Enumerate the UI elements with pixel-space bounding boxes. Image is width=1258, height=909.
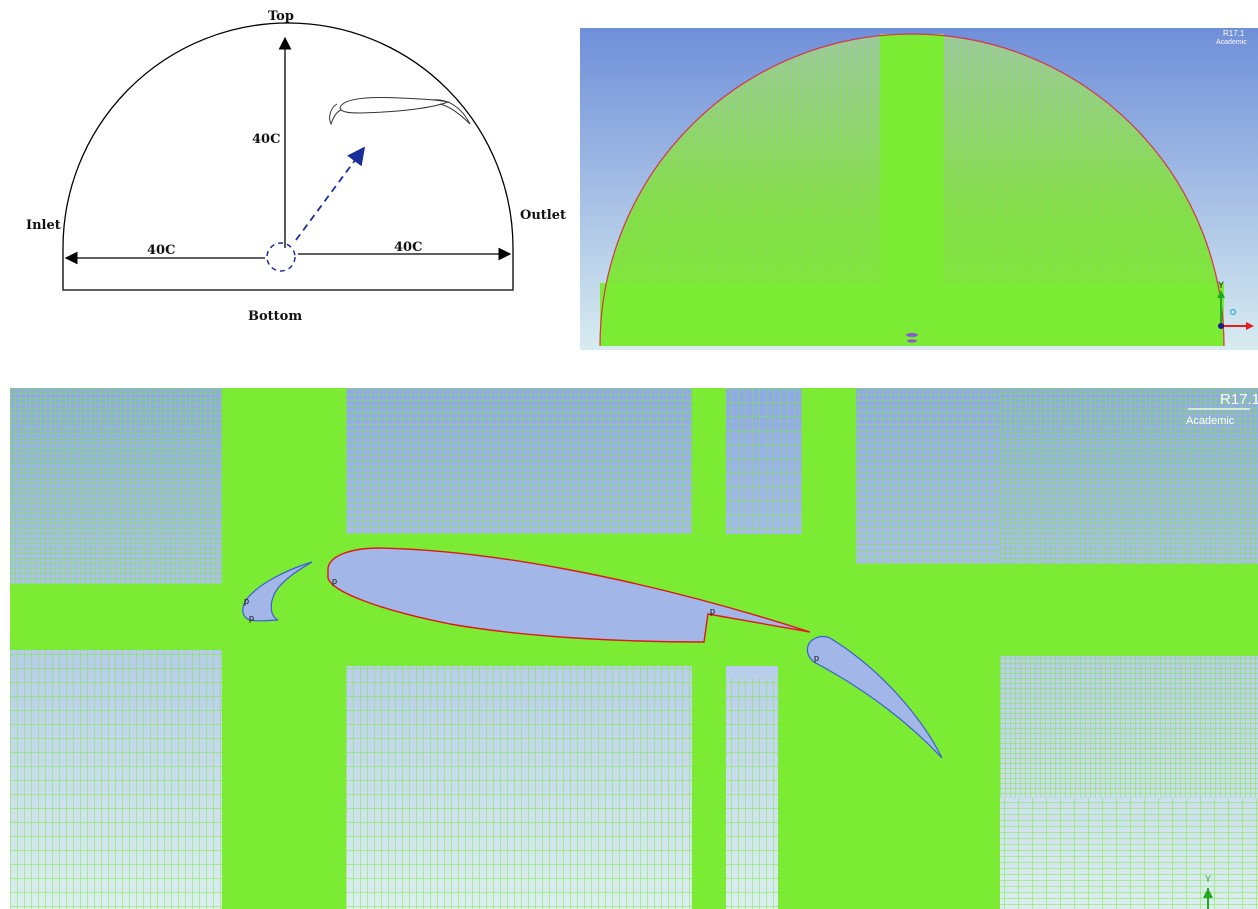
svg-text:p: p	[244, 596, 249, 606]
mesh-zoom-svg: p p p p p R17.1 Academic Y	[10, 388, 1258, 909]
airfoil-sketch	[329, 97, 471, 126]
zoom-axis-y-label: Y	[1205, 874, 1211, 884]
domain-sketch: Top Bottom Inlet Outlet 40C 40C 40C	[0, 0, 580, 360]
overview-axis-y-label: Y	[1218, 280, 1224, 290]
mesh-zoom-viewport[interactable]: p p p p p R17.1 Academic Y	[10, 388, 1258, 909]
overview-airfoil-marker	[906, 333, 918, 343]
flap-element	[806, 635, 943, 759]
overview-license-text: Academic	[1216, 39, 1247, 46]
svg-text:p: p	[249, 613, 254, 623]
zoom-version-text: R17.1	[1220, 391, 1258, 408]
mesh-overview-viewport[interactable]: R17.1 Academic Y	[580, 28, 1258, 350]
label-left-dimension: 40C	[147, 243, 175, 258]
zoom-license-text: Academic	[1186, 415, 1235, 427]
label-top: Top	[268, 9, 294, 24]
svg-text:p: p	[332, 576, 337, 586]
svg-text:p: p	[814, 653, 819, 663]
label-outlet: Outlet	[520, 208, 566, 223]
dashed-direction-arrow	[295, 146, 366, 241]
overview-axis-triad	[1217, 290, 1254, 330]
main-airfoil-element	[327, 547, 811, 643]
label-vertical-dimension: 40C	[252, 132, 280, 147]
overview-version-text: R17.1	[1223, 29, 1245, 38]
origin-dashed-circle	[266, 242, 296, 272]
slat-element	[242, 561, 313, 622]
zoom-point-markers: p p p p p	[244, 576, 819, 663]
label-inlet: Inlet	[26, 218, 61, 233]
domain-sketch-svg: Top Bottom Inlet Outlet 40C 40C 40C	[26, 9, 566, 324]
zoom-axis-triad	[1203, 888, 1213, 909]
label-right-dimension: 40C	[394, 240, 422, 255]
svg-text:p: p	[710, 606, 715, 616]
mesh-overview-svg: R17.1 Academic Y	[580, 28, 1258, 350]
overview-boundary-arc	[599, 33, 1225, 347]
label-bottom: Bottom	[248, 309, 302, 324]
farfield-arc	[62, 22, 514, 291]
overview-center-band	[880, 34, 944, 346]
